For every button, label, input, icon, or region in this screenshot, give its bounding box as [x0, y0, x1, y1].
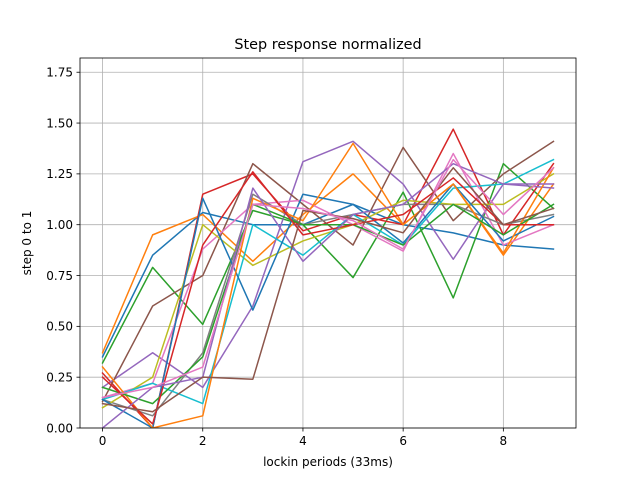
y-axis-label: step 0 to 1: [20, 211, 34, 276]
series-line-14: [101, 171, 555, 425]
y-tick-label: 0.75: [46, 269, 73, 283]
y-tick-label: 0.50: [46, 320, 73, 334]
x-tick-label: 2: [199, 434, 207, 448]
x-tick-label: 4: [299, 434, 307, 448]
y-tick-label: 1.75: [46, 66, 73, 80]
series-line-11: [101, 183, 555, 428]
series-line-17: [101, 158, 555, 399]
plot-frame: [79, 57, 577, 429]
series-line-9: [101, 172, 555, 409]
x-tick-label: 8: [500, 434, 508, 448]
tick-layer: 0 2 4 6 8 0.00 0.25 0.50 0.75 1.00 1.25 1.50 1.75: [46, 66, 507, 448]
y-tick-label: 1.00: [46, 218, 73, 232]
x-axis-label: lockin periods (33ms): [263, 455, 393, 469]
series-line-12: [101, 142, 555, 428]
series-line-15: [101, 162, 555, 428]
chart-title: Step response normalized: [234, 37, 421, 53]
series-line-5: [101, 140, 555, 389]
y-tick-label: 1.50: [46, 116, 73, 130]
series-line-8: [101, 193, 555, 417]
y-tick-label: 1.25: [46, 167, 73, 181]
y-tick-label: 0.25: [46, 370, 73, 384]
y-tick-label: 0.00: [46, 421, 73, 435]
x-tick-label: 0: [99, 434, 107, 448]
series-line-3: [101, 162, 555, 364]
series-layer: [101, 128, 555, 428]
x-tick-label: 6: [399, 434, 407, 448]
series-line-13: [101, 203, 555, 405]
